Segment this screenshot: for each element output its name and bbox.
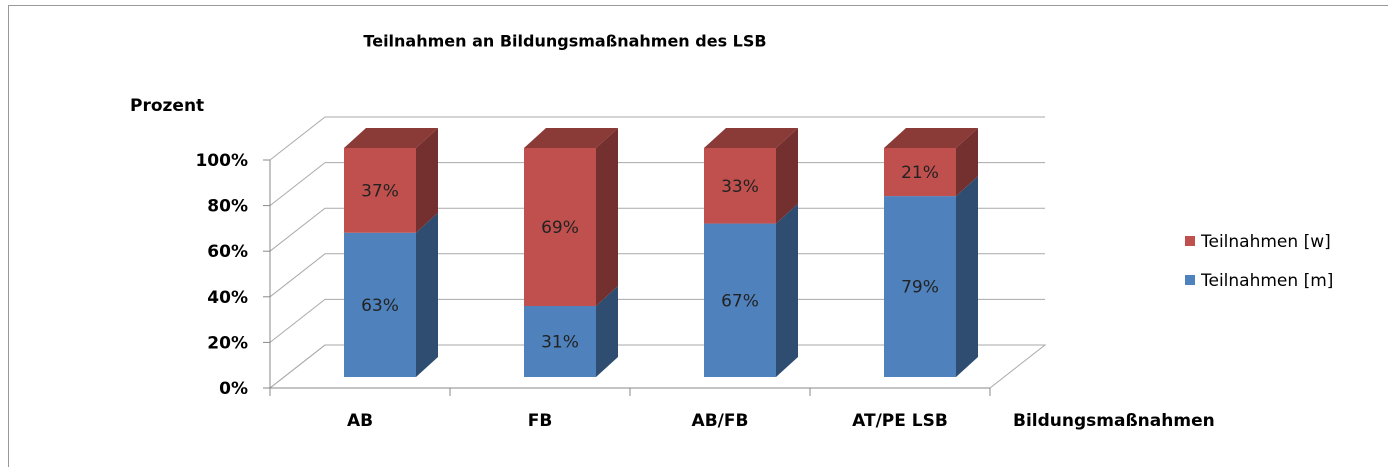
bar-side: [416, 212, 438, 377]
y-tick-label: 20%: [207, 333, 248, 353]
bar-side: [416, 128, 438, 233]
value-label: 33%: [721, 177, 759, 197]
legend-swatch: [1185, 275, 1195, 285]
value-label: 21%: [901, 163, 939, 183]
y-tick-label: 60%: [207, 242, 248, 262]
legend-label: Teilnahmen [w]: [1200, 232, 1331, 252]
bar-side: [956, 128, 978, 197]
bar: [884, 196, 956, 377]
value-label: 69%: [541, 218, 579, 238]
y-axis-label: Prozent: [130, 96, 204, 116]
grid-line: [269, 207, 1045, 252]
bar-side: [956, 176, 978, 377]
chart-border: [8, 5, 1388, 467]
value-label: 37%: [361, 181, 399, 201]
bar-side: [596, 128, 618, 307]
bar: [884, 148, 956, 197]
x-axis-label: Bildungsmaßnahmen: [1013, 411, 1215, 431]
bar-side: [596, 286, 618, 377]
bar-top: [884, 128, 978, 148]
value-label: 67%: [721, 291, 759, 311]
bar-side: [776, 203, 798, 377]
legend-label: Teilnahmen [m]: [1200, 271, 1333, 291]
bar: [704, 148, 776, 224]
grid-line: [269, 162, 1045, 206]
x-tick-label: AT/PE LSB: [852, 411, 948, 431]
x-tick-label: AB: [347, 411, 373, 431]
bar-top: [704, 128, 798, 148]
grid-line: [269, 298, 1045, 343]
bar-side: [776, 128, 798, 224]
x-tick-label: AB/FB: [692, 411, 749, 431]
value-label: 63%: [361, 296, 399, 316]
bar: [524, 306, 596, 377]
value-label: 79%: [901, 278, 939, 298]
chart-title: Teilnahmen an Bildungsmaßnahmen des LSB: [363, 32, 766, 51]
y-tick-label: 100%: [195, 151, 248, 171]
bar: [704, 223, 776, 377]
y-tick-label: 0%: [219, 379, 248, 399]
bar-top: [524, 128, 618, 148]
bar: [344, 232, 416, 377]
grid-line: [269, 344, 1045, 389]
grid-line: [269, 116, 1045, 161]
grid-line: [269, 253, 1045, 298]
y-tick-label: 40%: [207, 288, 248, 308]
legend-swatch: [1185, 236, 1195, 246]
bar: [524, 148, 596, 307]
y-tick-label: 80%: [207, 197, 248, 217]
value-label: 31%: [541, 333, 579, 353]
bar-top: [344, 128, 438, 148]
bar: [344, 148, 416, 233]
x-tick-label: FB: [528, 411, 553, 431]
